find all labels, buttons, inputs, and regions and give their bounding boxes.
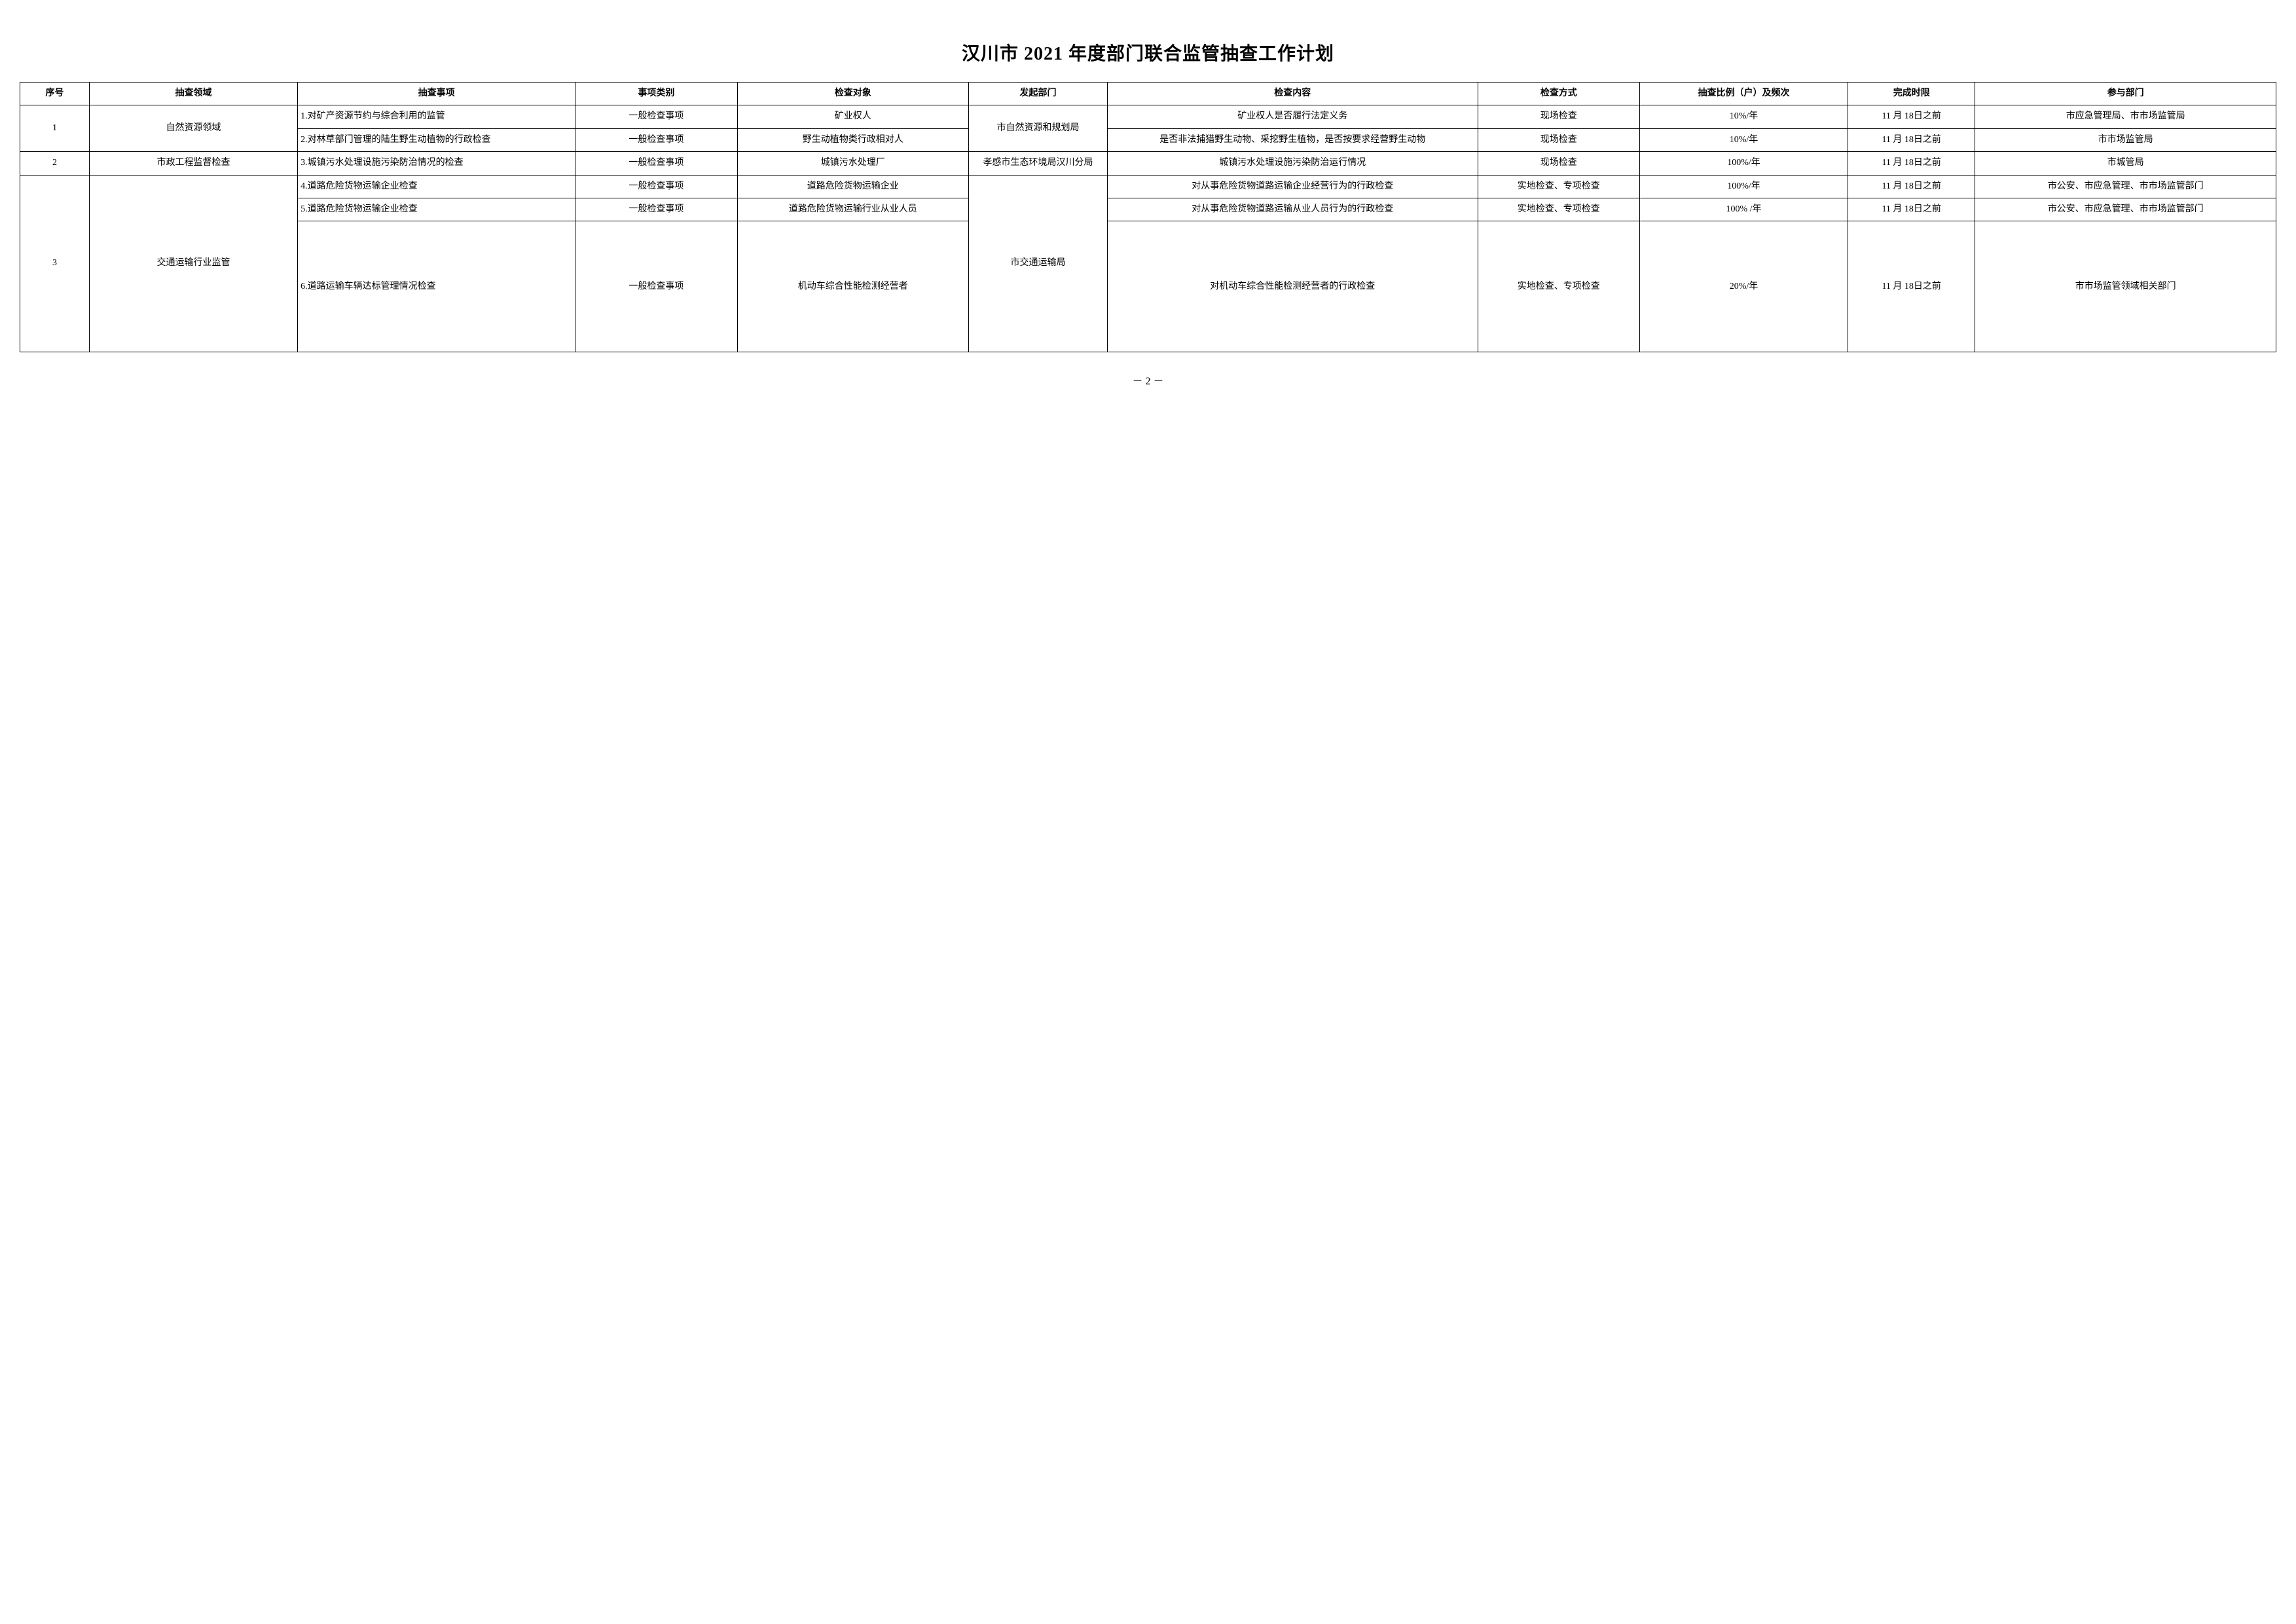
cell-category: 一般检查事项 bbox=[575, 128, 737, 151]
table-header-row: 序号 抽查领域 抽查事项 事项类别 检查对象 发起部门 检查内容 检查方式 抽查… bbox=[20, 83, 2276, 105]
cell-seq: 3 bbox=[20, 175, 90, 352]
cell-ratio: 100% /年 bbox=[1639, 198, 1848, 221]
cell-item: 4.道路危险货物运输企业检查 bbox=[298, 175, 575, 198]
cell-dept: 市公安、市应急管理、市市场监管部门 bbox=[1975, 198, 2276, 221]
cell-category: 一般检查事项 bbox=[575, 105, 737, 128]
page-title: 汉川市 2021 年度部门联合监管抽查工作计划 bbox=[20, 39, 2276, 65]
page-number: － 2 － bbox=[20, 372, 2276, 388]
header-item: 抽查事项 bbox=[298, 83, 575, 105]
table-row: 3交通运输行业监管4.道路危险货物运输企业检查一般检查事项道路危险货物运输企业市… bbox=[20, 175, 2276, 198]
cell-ratio: 10%/年 bbox=[1639, 105, 1848, 128]
cell-category: 一般检查事项 bbox=[575, 221, 737, 352]
cell-deadline: 11 月 18日之前 bbox=[1848, 152, 1975, 175]
cell-seq: 2 bbox=[20, 152, 90, 175]
cell-dept: 市城管局 bbox=[1975, 152, 2276, 175]
cell-object: 矿业权人 bbox=[737, 105, 968, 128]
cell-dept: 市市场监管局 bbox=[1975, 128, 2276, 151]
header-seq: 序号 bbox=[20, 83, 90, 105]
header-category: 事项类别 bbox=[575, 83, 737, 105]
cell-deadline: 11 月 18日之前 bbox=[1848, 221, 1975, 352]
cell-content: 对从事危险货物道路运输从业人员行为的行政检查 bbox=[1108, 198, 1478, 221]
table-row: 2市政工程监督检查3.城镇污水处理设施污染防治情况的检查一般检查事项城镇污水处理… bbox=[20, 152, 2276, 175]
cell-item: 5.道路危险货物运输企业检查 bbox=[298, 198, 575, 221]
header-field: 抽查领域 bbox=[90, 83, 298, 105]
cell-category: 一般检查事项 bbox=[575, 152, 737, 175]
cell-item: 2.对林草部门管理的陆生野生动植物的行政检查 bbox=[298, 128, 575, 151]
cell-dept: 市市场监管领域相关部门 bbox=[1975, 221, 2276, 352]
cell-deadline: 11 月 18日之前 bbox=[1848, 198, 1975, 221]
cell-method: 实地检查、专项检查 bbox=[1478, 221, 1639, 352]
cell-object: 机动车综合性能检测经营者 bbox=[737, 221, 968, 352]
cell-item: 6.道路运输车辆达标管理情况检查 bbox=[298, 221, 575, 352]
cell-item: 1.对矿产资源节约与综合利用的监管 bbox=[298, 105, 575, 128]
cell-method: 现场检查 bbox=[1478, 152, 1639, 175]
cell-dept: 市应急管理局、市市场监管局 bbox=[1975, 105, 2276, 128]
table-row: 6.道路运输车辆达标管理情况检查一般检查事项机动车综合性能检测经营者 对机动车综合… bbox=[20, 221, 2276, 352]
cell-ratio: 100%/年 bbox=[1639, 152, 1848, 175]
cell-category: 一般检查事项 bbox=[575, 198, 737, 221]
header-deadline: 完成时限 bbox=[1848, 83, 1975, 105]
cell-field: 自然资源领域 bbox=[90, 105, 298, 152]
cell-ratio: 100%/年 bbox=[1639, 175, 1848, 198]
cell-method: 实地检查、专项检查 bbox=[1478, 175, 1639, 198]
cell-seq: 1 bbox=[20, 105, 90, 152]
cell-deadline: 11 月 18日之前 bbox=[1848, 175, 1975, 198]
cell-method: 现场检查 bbox=[1478, 105, 1639, 128]
header-initiator: 发起部门 bbox=[969, 83, 1108, 105]
header-ratio: 抽查比例（户）及频次 bbox=[1639, 83, 1848, 105]
cell-content: 对从事危险货物道路运输企业经营行为的行政检查 bbox=[1108, 175, 1478, 198]
header-method: 检查方式 bbox=[1478, 83, 1639, 105]
cell-ratio: 20%/年 bbox=[1639, 221, 1848, 352]
cell-content: 是否非法捕猎野生动物、采挖野生植物，是否按要求经营野生动物 bbox=[1108, 128, 1478, 151]
cell-field: 市政工程监督检查 bbox=[90, 152, 298, 175]
cell-content: 城镇污水处理设施污染防治运行情况 bbox=[1108, 152, 1478, 175]
header-dept: 参与部门 bbox=[1975, 83, 2276, 105]
cell-initiator: 市交通运输局 bbox=[969, 175, 1108, 352]
cell-dept: 市公安、市应急管理、市市场监管部门 bbox=[1975, 175, 2276, 198]
cell-method: 实地检查、专项检查 bbox=[1478, 198, 1639, 221]
cell-object: 野生动植物类行政相对人 bbox=[737, 128, 968, 151]
cell-content: 对机动车综合性能检测经营者的行政检查 bbox=[1108, 221, 1478, 352]
cell-method: 现场检查 bbox=[1478, 128, 1639, 151]
cell-object: 道路危险货物运输行业从业人员 bbox=[737, 198, 968, 221]
cell-deadline: 11 月 18日之前 bbox=[1848, 128, 1975, 151]
table-row: 2.对林草部门管理的陆生野生动植物的行政检查一般检查事项野生动植物类行政相对人 是… bbox=[20, 128, 2276, 151]
table-row: 5.道路危险货物运输企业检查一般检查事项道路危险货物运输行业从业人员 对从事危险货… bbox=[20, 198, 2276, 221]
cell-category: 一般检查事项 bbox=[575, 175, 737, 198]
cell-content: 矿业权人是否履行法定义务 bbox=[1108, 105, 1478, 128]
cell-object: 城镇污水处理厂 bbox=[737, 152, 968, 175]
cell-deadline: 11 月 18日之前 bbox=[1848, 105, 1975, 128]
table-row: 1自然资源领域1.对矿产资源节约与综合利用的监管一般检查事项矿业权人市自然资源和… bbox=[20, 105, 2276, 128]
cell-initiator: 孝感市生态环境局汉川分局 bbox=[969, 152, 1108, 175]
header-content: 检查内容 bbox=[1108, 83, 1478, 105]
inspection-plan-table: 序号 抽查领域 抽查事项 事项类别 检查对象 发起部门 检查内容 检查方式 抽查… bbox=[20, 82, 2276, 352]
header-object: 检查对象 bbox=[737, 83, 968, 105]
cell-ratio: 10%/年 bbox=[1639, 128, 1848, 151]
cell-object: 道路危险货物运输企业 bbox=[737, 175, 968, 198]
cell-item: 3.城镇污水处理设施污染防治情况的检查 bbox=[298, 152, 575, 175]
cell-initiator: 市自然资源和规划局 bbox=[969, 105, 1108, 152]
cell-field: 交通运输行业监管 bbox=[90, 175, 298, 352]
